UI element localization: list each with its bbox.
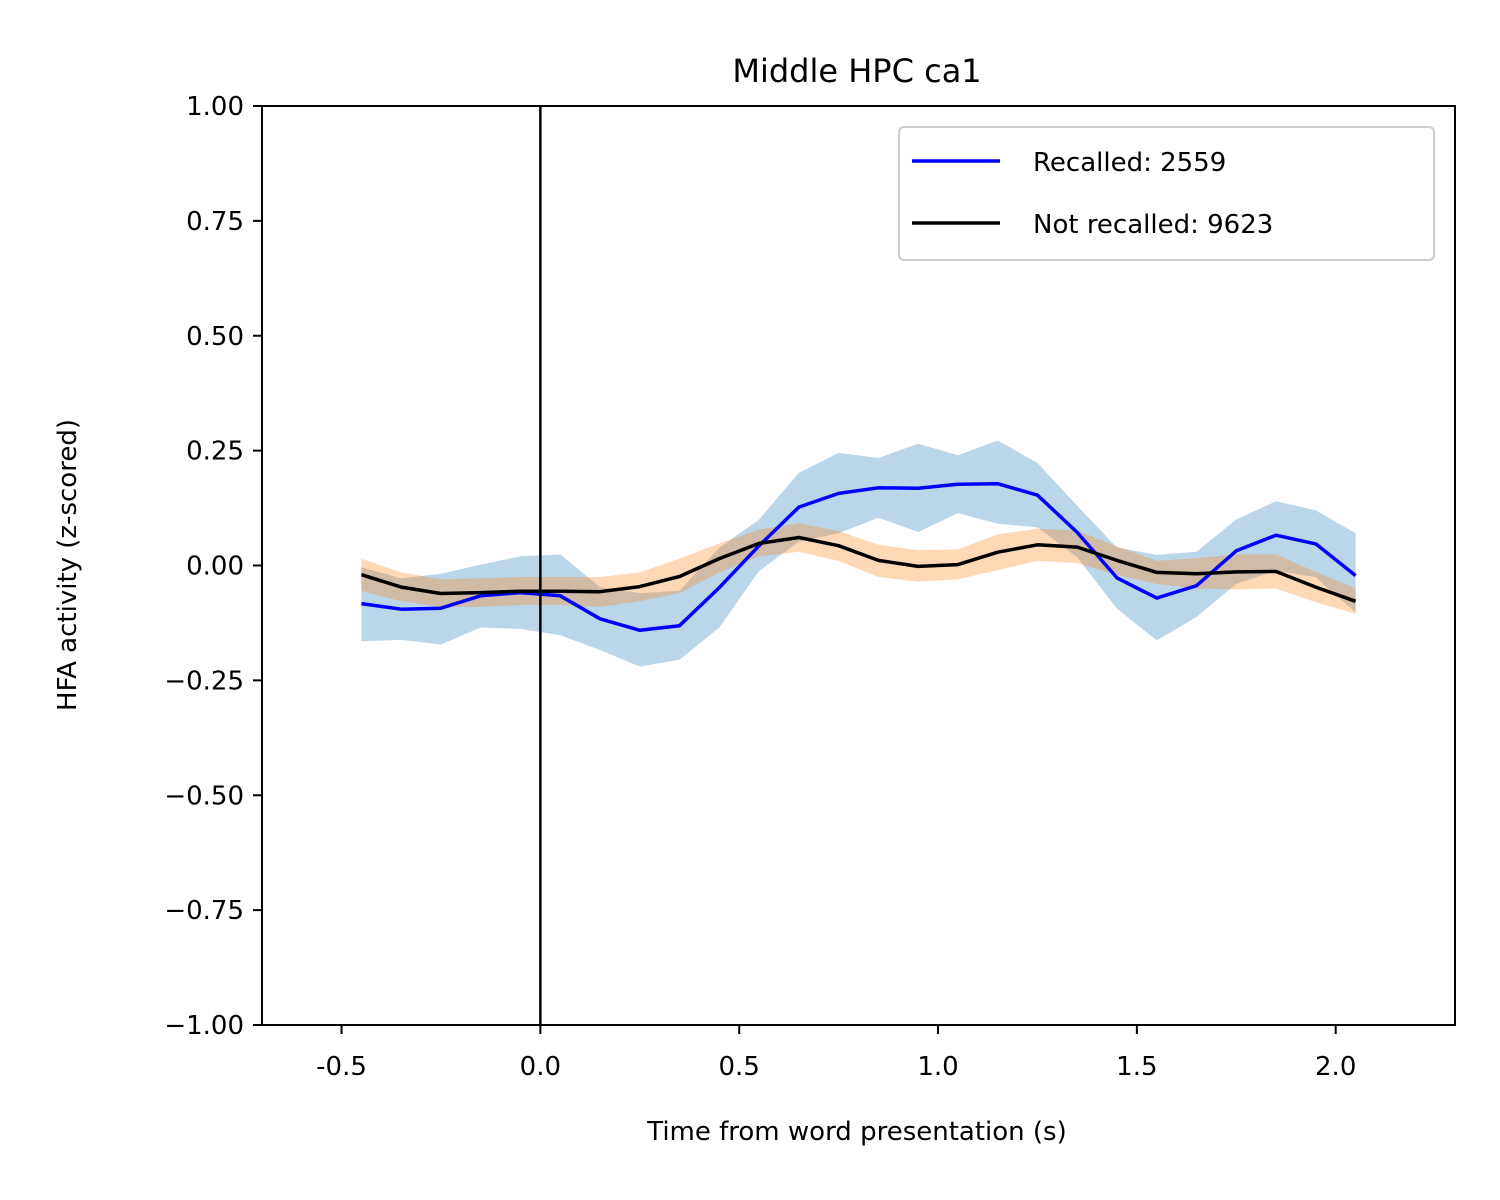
y-tick-label: 0.00 — [186, 552, 244, 582]
x-tick-label: 1.0 — [917, 1052, 958, 1082]
legend: Recalled: 2559 Not recalled: 9623 — [898, 126, 1435, 261]
series-line-1 — [360, 535, 1357, 603]
y-tick-label: −0.75 — [164, 896, 244, 926]
x-tick-label: -0.5 — [316, 1052, 367, 1082]
series-line-0 — [361, 481, 1357, 633]
x-tick-label: 2.0 — [1315, 1052, 1356, 1082]
legend-box — [898, 126, 1435, 261]
legend-label-0: Recalled: 2559 — [1033, 148, 1226, 178]
x-axis-label: Time from word presentation (s) — [646, 1117, 1067, 1147]
series-lines — [360, 481, 1357, 633]
y-tick-label: 0.25 — [186, 437, 244, 467]
y-tick-label: −1.00 — [164, 1011, 244, 1041]
x-tick-label: 0.0 — [520, 1052, 561, 1082]
series-band-0 — [361, 440, 1356, 667]
x-tick-label: 0.5 — [719, 1052, 760, 1082]
legend-label-1: Not recalled: 9623 — [1033, 210, 1273, 240]
chart-title: Middle HPC ca1 — [732, 52, 981, 90]
y-tick-label: 0.75 — [186, 207, 244, 237]
y-tick-label: −0.50 — [164, 781, 244, 811]
x-tick-label: 1.5 — [1116, 1052, 1157, 1082]
y-tick-label: 1.00 — [186, 92, 244, 122]
y-tick-label: −0.25 — [164, 666, 244, 696]
y-axis-ticks: −1.00 −0.75 −0.50 −0.25 0.00 0.25 0.50 0.75 1.00 — [164, 92, 262, 1041]
y-tick-label: 0.50 — [186, 322, 244, 352]
x-axis-ticks: -0.5 0.0 0.5 1.0 1.5 2.0 — [316, 1025, 1356, 1082]
y-axis-label: HFA activity (z-scored) — [53, 419, 83, 711]
